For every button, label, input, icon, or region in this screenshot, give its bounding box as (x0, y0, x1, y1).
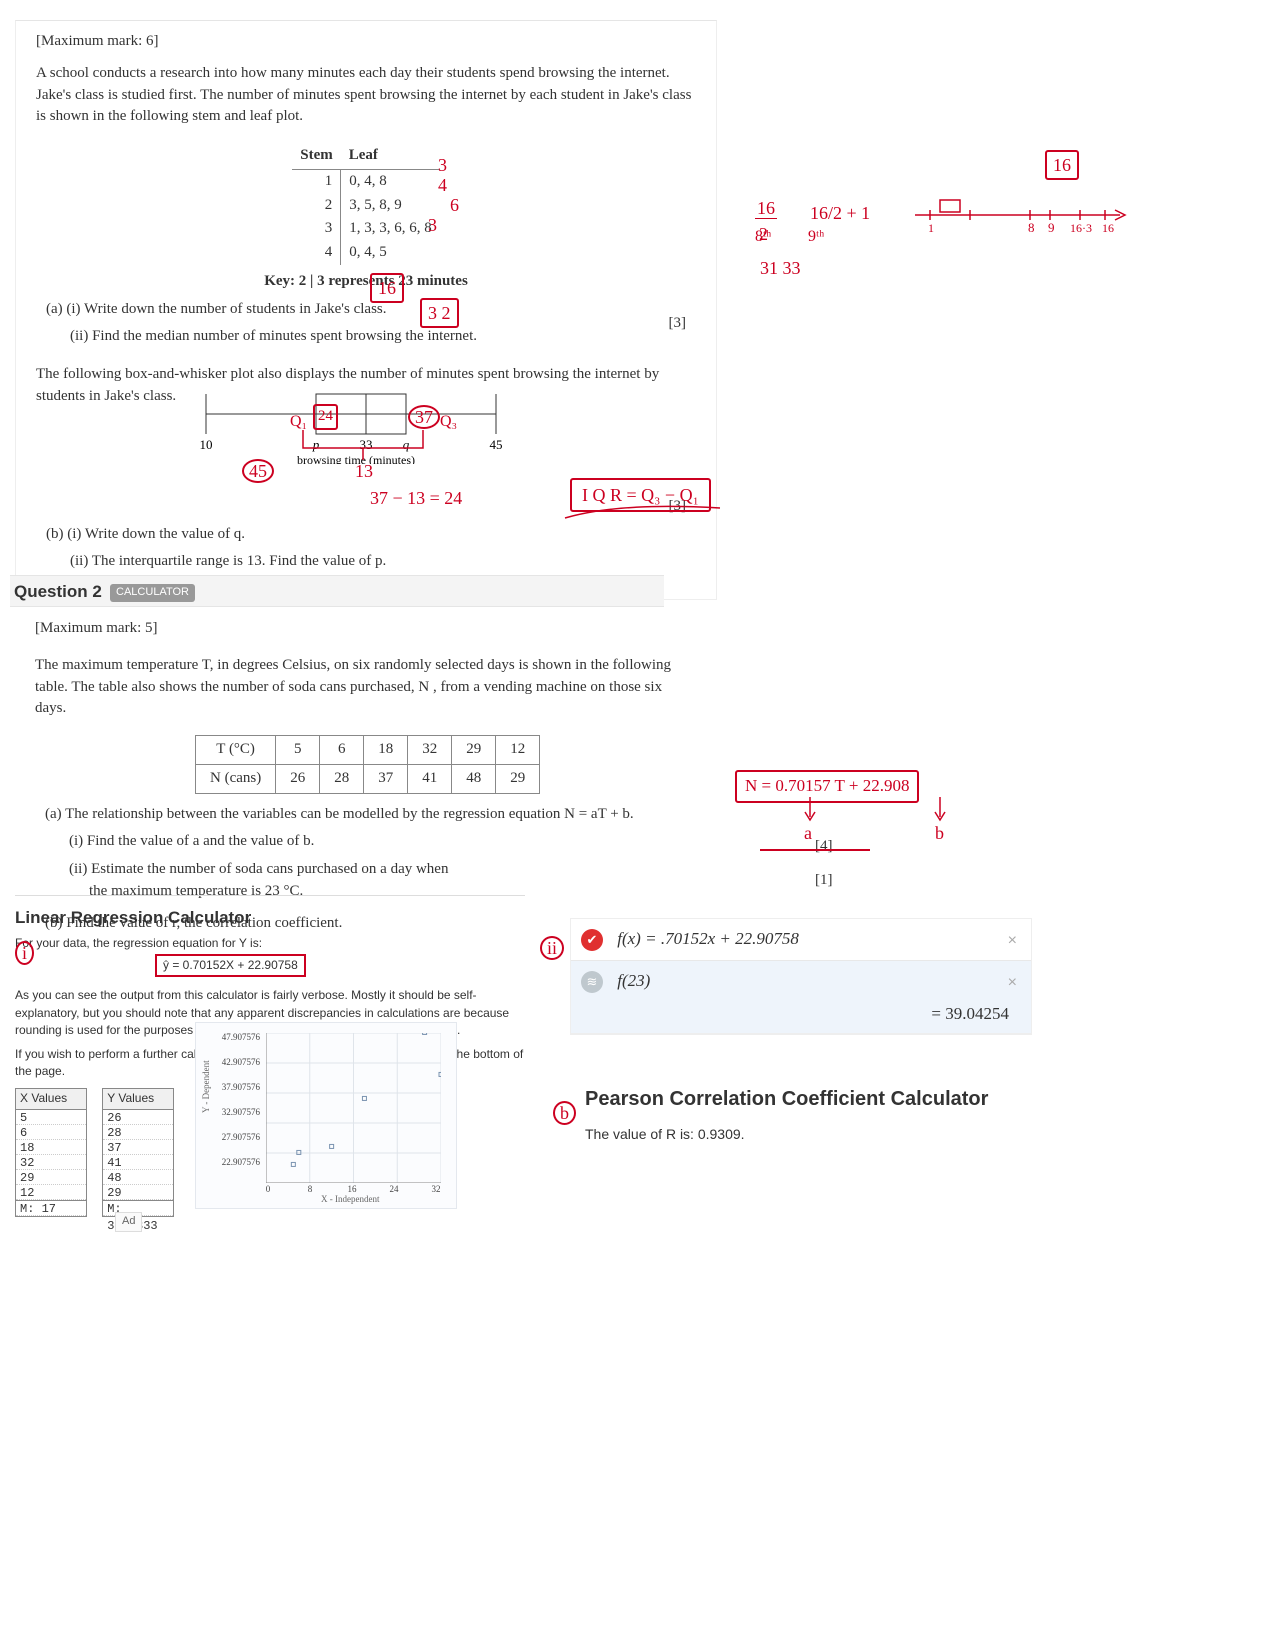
svg-text:10: 10 (200, 437, 213, 452)
n-label: N (cans) (196, 764, 276, 793)
close-icon-2[interactable]: × (1008, 971, 1017, 994)
svg-text:8: 8 (1028, 220, 1035, 235)
stem-4: 4 (292, 241, 341, 265)
hw-q3-val: 37 (408, 404, 440, 430)
pearson-title: Pearson Correlation Coefficient Calculat… (585, 1085, 988, 1114)
hw-b-i-ans: 45 (242, 458, 274, 484)
svg-text:16·3: 16·3 (1070, 221, 1092, 235)
stem-leaf-table: Stem Leaf 10, 4, 8 23, 5, 8, 9 31, 3, 3,… (292, 143, 440, 265)
stem-1: 1 (292, 169, 341, 193)
close-icon[interactable]: × (1008, 929, 1017, 952)
q1-max-mark: [Maximum mark: 6] (36, 31, 696, 53)
eval-icon: ≋ (581, 971, 603, 993)
hw-arrow-b: b (935, 820, 944, 846)
fx-result: = 39.04254 (931, 1002, 1009, 1027)
hw-q3-label: Q₃ (440, 410, 457, 433)
q1-b-ii: (ii) The interquartile range is 13. Find… (70, 551, 696, 573)
cas-panel: ✔ f(x) = .70152x + 22.90758 × ≋ f(23) × … (570, 918, 1032, 1035)
leaf-header: Leaf (341, 143, 440, 169)
y-values-col: Y Values 26 28 37 41 48 29 M: 34.8333 (102, 1088, 174, 1216)
leaf-2: 3, 5, 8, 9 (341, 194, 440, 218)
pearson-value: The value of R is: 0.9309. (585, 1124, 988, 1144)
hw-q1-val: 24 (313, 404, 338, 430)
hw-row-count-2: 4 (438, 172, 447, 198)
hw-frac-2: 16/2 + 1 (810, 200, 870, 226)
svg-text:1: 1 (928, 221, 934, 235)
q1-intro: A school conducts a research into how ma… (36, 63, 696, 128)
q2-data-table: T (°C) 5 6 18 32 29 12 N (cans) 26 28 37… (195, 735, 540, 794)
q2-b-marks: [1] (815, 870, 833, 892)
stem-2: 2 (292, 194, 341, 218)
hw-ab-arrows (790, 795, 990, 835)
hw-pos-8: 8ᵗʰ (755, 225, 771, 248)
svg-text:9: 9 (1048, 220, 1055, 235)
chart-ylabel: Y - Dependent (200, 1060, 213, 1113)
linreg-equation: ŷ = 0.70152X + 22.90758 (155, 954, 306, 977)
linreg-for-your: For your data, the regression equation f… (15, 935, 525, 952)
svg-text:45: 45 (490, 437, 503, 452)
hw-circle-b: b (553, 1100, 576, 1126)
x-values-col: X Values 5 6 18 32 29 12 M: 17 (15, 1088, 87, 1216)
hw-arrow-a: a (804, 820, 812, 846)
fx-define: f(x) = .70152x + 22.90758 (617, 929, 799, 948)
stem-leaf-key: Key: 2 | 3 represents 23 minutes (36, 271, 696, 293)
hw-pos-9: 9ᵗʰ (808, 225, 824, 248)
calculator-badge: CALCULATOR (110, 584, 195, 602)
q2-a-ii-l1: (ii) Estimate the number of soda cans pu… (69, 859, 695, 881)
leaf-3: 1, 3, 3, 6, 6, 8 (341, 217, 440, 241)
hw-circle-ii: ii (540, 935, 564, 961)
hw-circle-i: i (15, 940, 34, 966)
hw-row-count-4: 3 (428, 212, 437, 238)
fx-eval: f(23) (617, 971, 650, 990)
ad-label: Ad (115, 1212, 142, 1232)
hw-vals: 31 33 (760, 255, 801, 281)
hw-iqr-len: 13 (355, 458, 373, 484)
hw-row-count-3: 6 (450, 192, 459, 218)
stem-header: Stem (292, 143, 341, 169)
hw-students-answer: 16 (370, 273, 404, 303)
svg-text:16: 16 (1102, 221, 1114, 235)
q2-max-mark: [Maximum mark: 5] (35, 618, 695, 640)
hw-b-ii-calc: 37 − 13 = 24 (370, 485, 462, 511)
hw-underline-marks (760, 848, 870, 851)
q2-a-i: (i) Find the value of a and the value of… (69, 831, 695, 853)
hw-top-right-16: 16 (1045, 150, 1079, 180)
t-label: T (°C) (196, 736, 276, 765)
hw-median-answer: 3 2 (420, 298, 459, 328)
leaf-1: 0, 4, 8 (341, 169, 440, 193)
q2-a-intro: (a) The relationship between the variabl… (45, 804, 695, 826)
leaf-4: 0, 4, 5 (341, 241, 440, 265)
pearson-panel: Pearson Correlation Coefficient Calculat… (585, 1085, 988, 1144)
q1-a-ii: (ii) Find the median number of minutes s… (70, 326, 696, 348)
q2-a-marks: [4] (815, 836, 833, 858)
q2-title: Question 2 (14, 576, 102, 605)
hw-number-line: 8 9 16·3 16 1 (910, 190, 1130, 240)
q1-b-i: (b) (i) Write down the value of q. (46, 524, 696, 546)
hw-iqr-swoosh (560, 500, 730, 525)
q2-header-bar: Question 2 CALCULATOR (10, 575, 664, 607)
q2-intro: The maximum temperature T, in degrees Ce… (35, 655, 695, 720)
scatter-plot-svg (266, 1033, 441, 1183)
scatter-chart: Y - Dependent X - Independent 47.907576 … (195, 1022, 457, 1209)
linreg-title: Linear Regression Calculator (15, 906, 525, 931)
define-icon: ✔ (581, 929, 603, 951)
stem-3: 3 (292, 217, 341, 241)
q1-a-marks: [3] (669, 313, 687, 335)
